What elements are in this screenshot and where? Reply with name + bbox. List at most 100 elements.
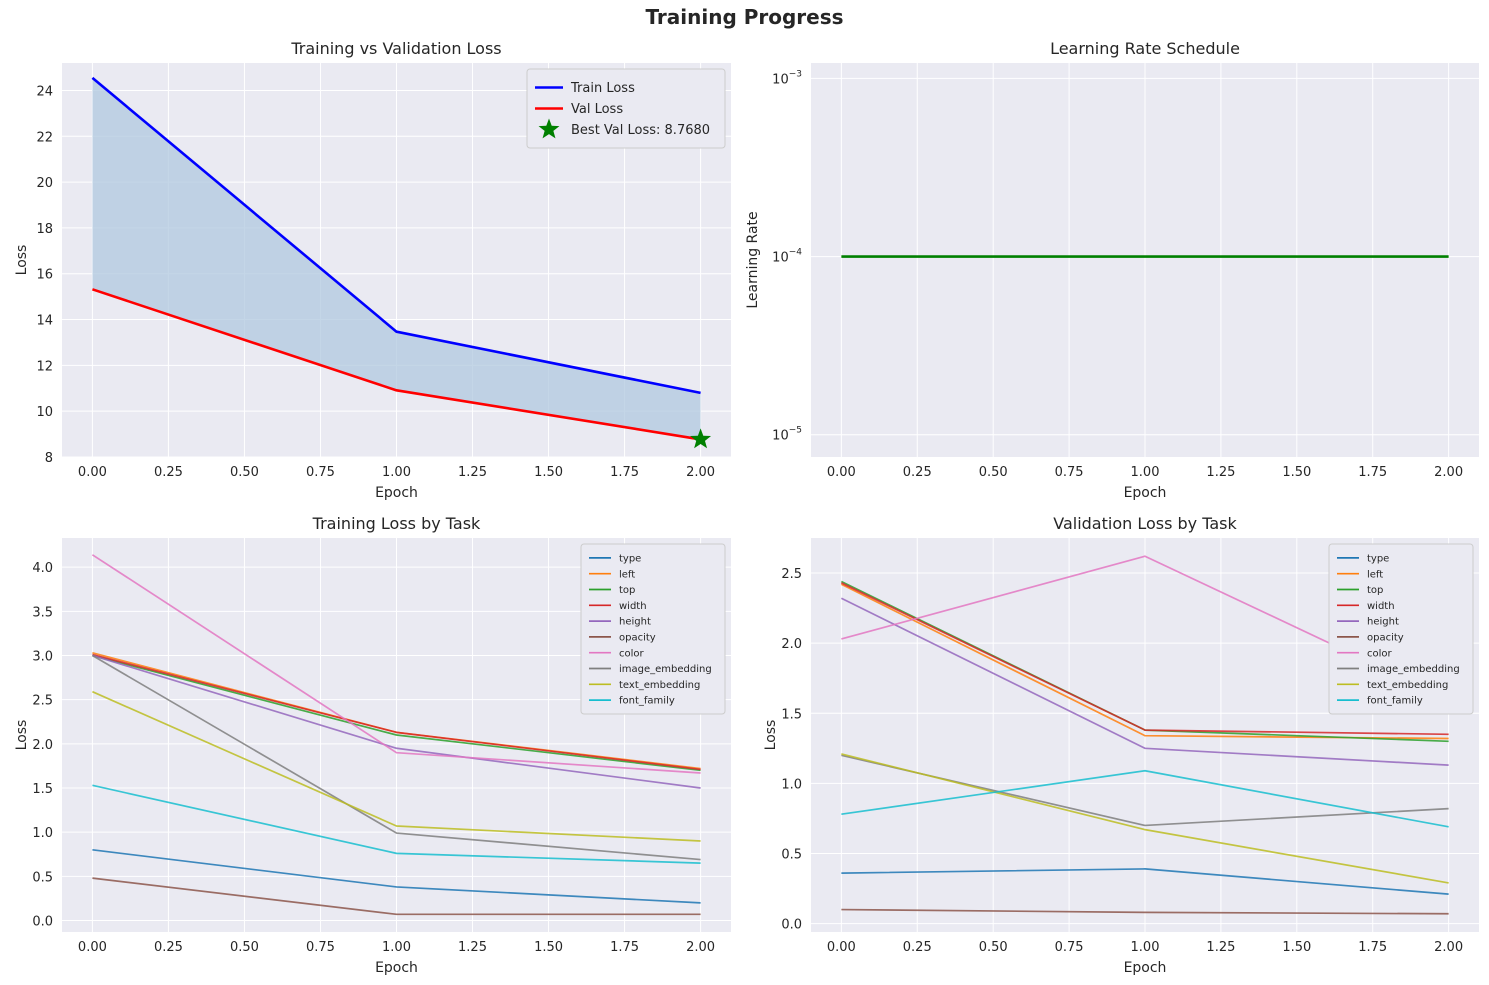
series-line-top: [92, 654, 701, 772]
x-tick-label: 1.50: [534, 465, 563, 480]
series-line-font-family: [841, 769, 1449, 828]
x-tick-label: 2.00: [1434, 940, 1463, 955]
y-tick-label: 1.5: [32, 782, 53, 797]
legend-label: type: [619, 554, 641, 565]
chart-title: Validation Loss by Task: [1053, 514, 1237, 533]
x-tick-label: 0.00: [827, 465, 856, 480]
series-line-opacity: [92, 877, 701, 916]
y-tick-label: 1.0: [781, 777, 802, 792]
y-tick-label: 2.5: [781, 567, 802, 582]
legend-label: Best Val Loss: 8.7680: [571, 123, 710, 138]
x-tick-label: 0.00: [78, 465, 107, 480]
x-tick-label: 0.75: [306, 465, 335, 480]
x-tick-label: 0.75: [1055, 940, 1084, 955]
legend-box: [1328, 543, 1474, 715]
legend-label: height: [619, 617, 651, 628]
y-tick-label: 3.5: [32, 605, 53, 620]
x-tick-label: 0.25: [154, 465, 183, 480]
series-line-train-loss: [91, 76, 701, 395]
y-tick-label: 12: [36, 359, 53, 374]
x-tick-label: 0.50: [230, 465, 259, 480]
legend-label: opacity: [619, 633, 656, 644]
y-tick-label: 14: [36, 314, 53, 329]
x-tick-label: 1.25: [1206, 940, 1235, 955]
chart-title: Learning Rate Schedule: [1050, 39, 1240, 58]
legend-box: [526, 68, 726, 149]
series-line-type: [92, 848, 701, 904]
legend: Train Loss Val Loss Best Val Loss: 8.7680: [526, 68, 726, 149]
series-line-height: [92, 654, 701, 789]
x-tick-label: 1.00: [382, 465, 411, 480]
series-line-type: [841, 868, 1449, 895]
legend: type left top width height opacity color image_…: [1328, 543, 1474, 715]
x-tick-label: 1.00: [1131, 465, 1160, 480]
legend-label: top: [1367, 585, 1383, 596]
x-tick-label: 1.00: [382, 940, 411, 955]
legend-label: image_embedding: [619, 664, 712, 675]
x-tick-label: 0.25: [154, 940, 183, 955]
y-axis-label: Learning Rate: [745, 211, 761, 308]
y-tick-label: 0.5: [32, 870, 53, 885]
x-tick-label: 1.75: [1358, 940, 1387, 955]
best-val-loss-star-marker: [690, 428, 712, 449]
y-tick-label: 22: [36, 130, 53, 145]
legend-label: Train Loss: [570, 81, 635, 96]
legend-label: text_embedding: [1367, 680, 1448, 691]
legend-label: color: [1367, 648, 1393, 659]
y-tick-label: 18: [36, 222, 53, 237]
y-tick-label: 2.5: [32, 694, 53, 709]
y-tick-label: 10−3: [772, 69, 802, 87]
series-line-val-loss: [91, 288, 701, 441]
legend-label: font_family: [619, 696, 675, 707]
y-axis-label: Loss: [763, 720, 779, 751]
legend-label: opacity: [1367, 633, 1404, 644]
x-tick-label: 2.00: [1434, 465, 1463, 480]
y-tick-label: 4.0: [32, 561, 53, 576]
y-tick-label: 2.0: [781, 637, 802, 652]
fill-between-area: [92, 77, 701, 440]
y-tick-label: 2.0: [32, 738, 53, 753]
y-tick-label: 3.0: [32, 649, 53, 664]
series-line-image-embedding: [91, 654, 701, 861]
legend-label: image_embedding: [1367, 664, 1460, 675]
x-axis-label: Epoch: [1124, 485, 1167, 501]
series-line-height: [840, 597, 1449, 766]
y-axis-label: Loss: [14, 720, 30, 751]
series-line-text-embedding: [92, 690, 701, 842]
y-tick-label: 10−5: [772, 426, 802, 444]
y-tick-label: 16: [36, 268, 53, 283]
y-tick-label: 8: [45, 451, 53, 466]
legend-label: height: [1367, 617, 1399, 628]
legend-label: left: [1367, 569, 1383, 580]
y-tick-label: 10: [36, 405, 53, 420]
legend-label: Val Loss: [571, 102, 623, 117]
legend-label: font_family: [1367, 696, 1423, 707]
legend-label: width: [1367, 601, 1395, 612]
y-tick-label: 1.5: [781, 707, 802, 722]
x-tick-label: 0.50: [979, 465, 1008, 480]
x-tick-label: 1.75: [610, 465, 639, 480]
chart-title: Training vs Validation Loss: [290, 39, 501, 58]
x-axis-label: Epoch: [1124, 960, 1167, 976]
legend-label: top: [619, 585, 635, 596]
legend-label: color: [619, 648, 645, 659]
chart-panel-validation-loss-by-task: 0.00 0.25 0.50 0.75 1.00 1.25 1.50 1.75 2.00 0.0 0…: [763, 514, 1479, 976]
series-line-width: [840, 582, 1449, 736]
x-tick-label: 1.75: [1358, 465, 1387, 480]
series-line-color: [91, 554, 701, 774]
x-tick-label: 0.25: [903, 940, 932, 955]
y-tick-label: 0.0: [32, 915, 53, 930]
x-tick-label: 0.50: [979, 940, 1008, 955]
y-tick-label: 0.0: [781, 918, 802, 933]
series-line-text-embedding: [841, 753, 1449, 884]
x-tick-label: 0.50: [230, 940, 259, 955]
x-tick-label: 1.25: [1206, 465, 1235, 480]
x-tick-label: 2.00: [686, 465, 715, 480]
x-axis-label: Epoch: [375, 485, 418, 501]
x-tick-label: 1.50: [1282, 940, 1311, 955]
series-line-width: [92, 653, 701, 771]
legend-box: [580, 543, 726, 715]
x-tick-label: 0.00: [78, 940, 107, 955]
x-tick-label: 1.50: [534, 940, 563, 955]
